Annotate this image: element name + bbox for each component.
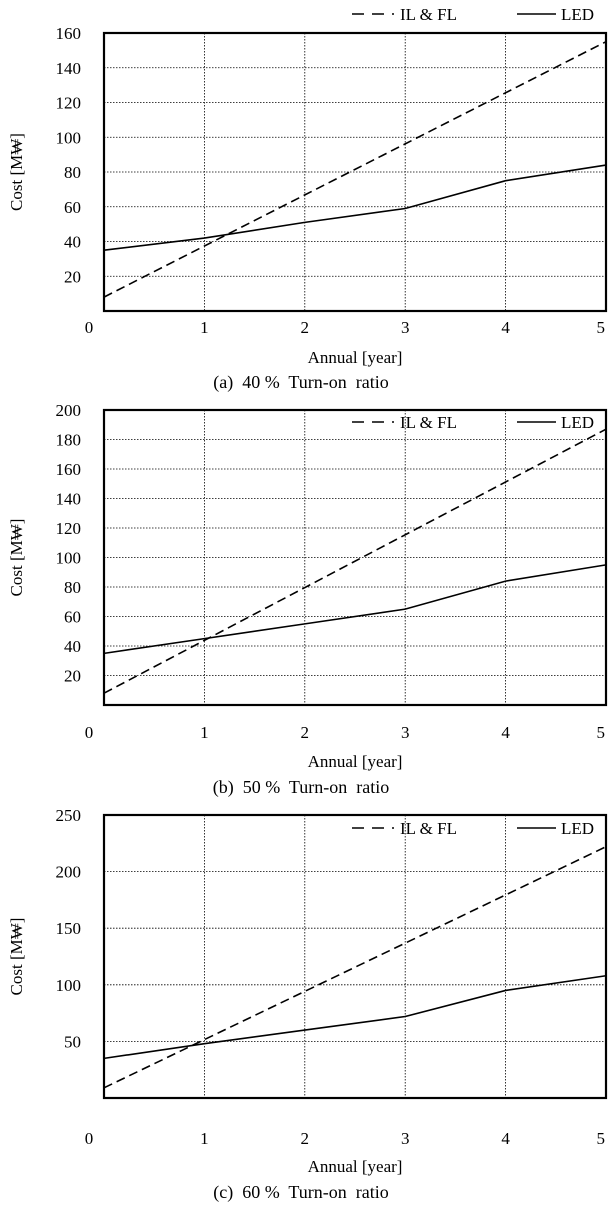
x-axis-label: Annual [year] [308, 752, 403, 771]
x-axis-label: Annual [year] [308, 348, 403, 367]
y-tick-label: 80 [64, 578, 81, 597]
y-tick-label: 100 [56, 128, 82, 147]
panel-caption: (b) 50 % Turn-on ratio [213, 777, 390, 798]
y-tick-label: 100 [56, 976, 82, 995]
y-axis-label: Cost [M₩] [7, 133, 26, 211]
x-tick-label: 5 [597, 318, 606, 337]
y-tick-label: 150 [56, 919, 82, 938]
legend: IL & FL LED [352, 413, 594, 432]
y-tick-label: 60 [64, 198, 81, 217]
y-tick-label: 20 [64, 667, 81, 686]
y-tick-label: 100 [56, 549, 82, 568]
legend-label-led: LED [561, 5, 594, 24]
y-tick-label: 160 [56, 460, 82, 479]
y-tick-label: 200 [56, 401, 82, 420]
series-line-led [103, 564, 607, 655]
y-tick-label: 20 [64, 267, 81, 286]
y-tick-label: 60 [64, 608, 81, 627]
y-tick-label: 160 [56, 24, 82, 43]
y-tick-label: 120 [56, 94, 82, 113]
x-tick-label: 2 [301, 318, 310, 337]
x-tick-label: 0 [85, 1129, 94, 1148]
legend-label-led: LED [561, 413, 594, 432]
y-tick-label: 250 [56, 806, 82, 825]
y-axis-label: Cost [M₩] [7, 918, 26, 996]
chart-panel-2: 50 100 150 200 250 0 1 2 3 4 5 Annual [year] Cost [M… [7, 806, 608, 1203]
legend: IL & FL LED [352, 819, 594, 838]
x-tick-label: 5 [597, 723, 606, 742]
chart-panel-1: 20 40 60 80 100 120 140 160 180 200 0 1 2 3 4 5 Annual [… [7, 401, 608, 798]
y-tick-label: 40 [64, 233, 81, 252]
y-axis-label: Cost [M₩] [7, 519, 26, 597]
series-line-il-fl [103, 428, 607, 694]
legend-label-il-fl: IL & FL [400, 5, 457, 24]
panel-caption: (a) 40 % Turn-on ratio [213, 372, 388, 393]
y-tick-label: 140 [56, 59, 82, 78]
grid [104, 410, 606, 705]
series-line-il-fl [103, 40, 607, 298]
series-line-led [103, 974, 607, 1060]
x-tick-label: 2 [301, 723, 310, 742]
x-tick-label: 3 [401, 318, 410, 337]
series-line-il-fl [103, 845, 607, 1089]
grid [104, 33, 606, 311]
legend-label-il-fl: IL & FL [400, 819, 457, 838]
plot-frame [102, 408, 608, 707]
x-tick-label: 0 [85, 318, 94, 337]
y-tick-label: 200 [56, 863, 82, 882]
plot-frame [102, 31, 608, 313]
panel-caption: (c) 60 % Turn-on ratio [213, 1182, 388, 1203]
y-tick-label: 40 [64, 637, 81, 656]
grid [104, 815, 606, 1098]
x-tick-label: 3 [401, 1129, 410, 1148]
x-axis-label: Annual [year] [308, 1157, 403, 1176]
x-tick-label: 4 [501, 318, 510, 337]
x-tick-label: 0 [85, 723, 94, 742]
x-tick-label: 1 [200, 1129, 209, 1148]
y-tick-label: 80 [64, 163, 81, 182]
legend-label-led: LED [561, 819, 594, 838]
x-tick-label: 1 [200, 723, 209, 742]
y-tick-label: 180 [56, 431, 82, 450]
x-tick-label: 3 [401, 723, 410, 742]
y-tick-label: 50 [64, 1032, 81, 1051]
x-tick-label: 5 [597, 1129, 606, 1148]
x-tick-label: 4 [501, 1129, 510, 1148]
x-tick-label: 4 [501, 723, 510, 742]
plot-frame [102, 813, 608, 1100]
series-line-led [103, 164, 607, 251]
y-tick-label: 120 [56, 519, 82, 538]
x-tick-label: 1 [200, 318, 209, 337]
chart-panel-0: 20 40 60 80 100 120 140 160 0 1 2 3 4 5 Annual [year] C… [7, 5, 608, 393]
legend: IL & FL LED [352, 5, 594, 24]
y-tick-label: 140 [56, 490, 82, 509]
x-tick-label: 2 [301, 1129, 310, 1148]
legend-label-il-fl: IL & FL [400, 413, 457, 432]
